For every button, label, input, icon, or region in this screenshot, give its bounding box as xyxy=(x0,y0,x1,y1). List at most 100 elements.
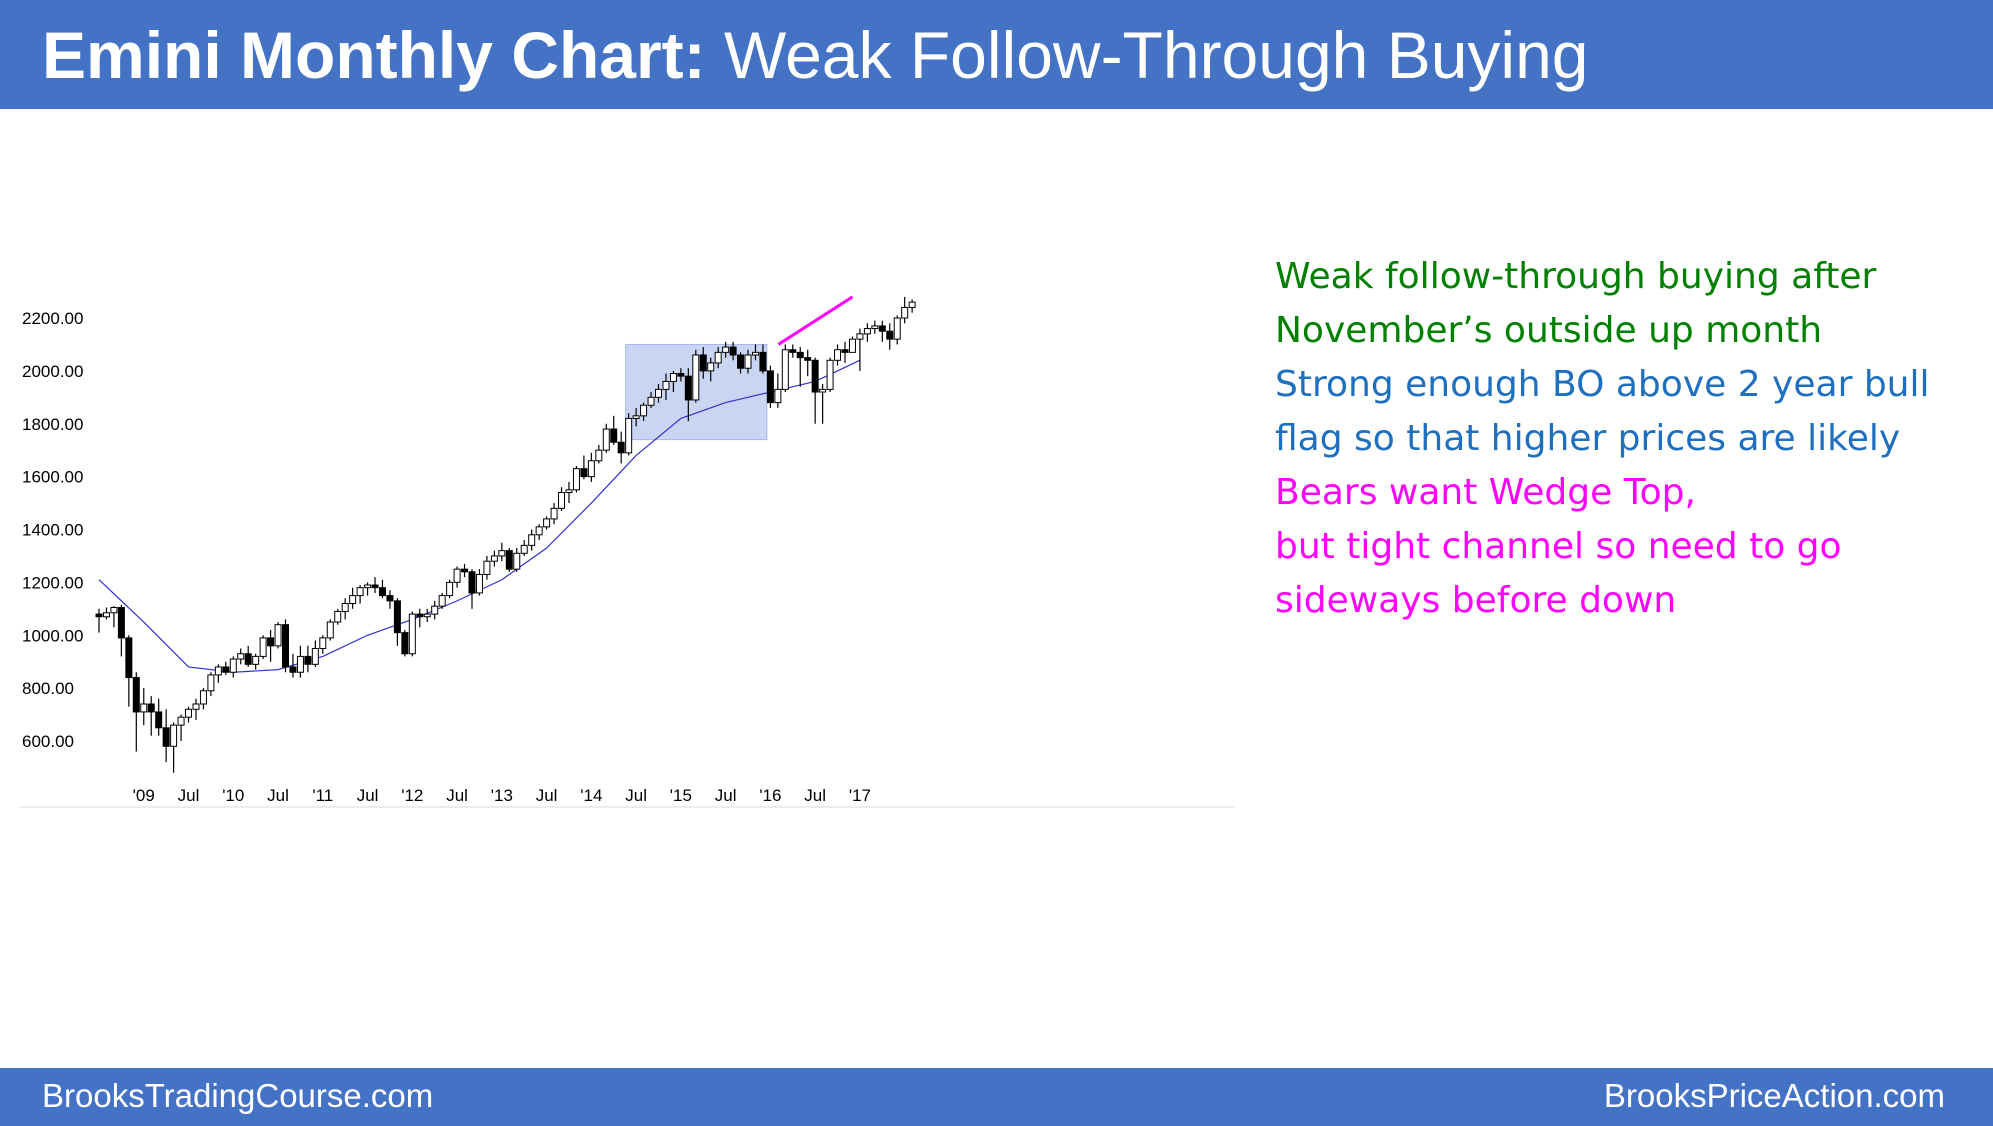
candle-up xyxy=(528,534,536,546)
candle-up xyxy=(192,703,200,710)
candle-up xyxy=(848,338,856,353)
annotation-line: Strong enough BO above 2 year bull xyxy=(1275,364,1930,405)
candle-up xyxy=(364,584,372,589)
candle-up xyxy=(863,328,871,335)
x-tick-label: '17 xyxy=(849,786,871,805)
candle-down xyxy=(505,550,513,570)
annotation-line: sideways before down xyxy=(1275,580,1677,621)
candle-up xyxy=(520,544,528,554)
candle-down xyxy=(886,330,894,340)
candle-down xyxy=(393,600,401,634)
candle-up xyxy=(707,362,715,372)
candle-up xyxy=(819,388,827,393)
candle-up xyxy=(177,716,185,726)
candle-up xyxy=(595,449,603,462)
candle-up xyxy=(550,507,558,520)
candle-down xyxy=(386,595,394,602)
candle-up xyxy=(453,568,461,583)
candle-down xyxy=(811,359,819,393)
candle-up xyxy=(587,460,595,478)
candle-down xyxy=(468,571,476,594)
candle-down xyxy=(162,727,170,747)
candle-up xyxy=(319,637,327,649)
candle-down xyxy=(289,666,297,673)
candle-down xyxy=(378,587,386,597)
candle-down xyxy=(796,351,804,359)
candle-up xyxy=(901,306,909,319)
y-tick-label: 600.00 xyxy=(22,732,74,751)
y-tick-label: 1800.00 xyxy=(22,415,83,434)
candle-up xyxy=(483,560,491,575)
candle-up xyxy=(722,346,730,353)
candle-up xyxy=(543,518,551,528)
x-tick-label: Jul xyxy=(357,786,379,805)
candle-up xyxy=(871,325,879,330)
candle-down xyxy=(461,568,469,573)
candle-up xyxy=(475,573,483,594)
candle-up xyxy=(632,415,640,419)
candle-up xyxy=(326,621,334,639)
candle-down xyxy=(371,584,379,589)
candle-down xyxy=(155,711,163,729)
candle-down xyxy=(878,325,886,332)
y-tick-label: 1600.00 xyxy=(22,468,83,487)
axes-layer: 600.00 800.00 1000.00 1200.00 1400.00 1600.00… xyxy=(20,309,1235,808)
candle-up xyxy=(602,428,610,451)
candle-up xyxy=(237,653,245,660)
candle-up xyxy=(908,301,916,308)
x-tick-label: Jul xyxy=(267,786,289,805)
candle-down xyxy=(610,428,618,443)
candle-down xyxy=(401,632,409,655)
candle-down xyxy=(304,655,312,665)
candle-up xyxy=(774,388,782,404)
candle-up xyxy=(170,724,178,747)
candle-up xyxy=(893,317,901,340)
candle-down xyxy=(267,637,275,647)
candle-up xyxy=(140,703,148,713)
title-rest: Weak Follow-Through Buying xyxy=(724,17,1589,92)
y-tick-label: 1400.00 xyxy=(22,521,83,540)
candle-up xyxy=(341,603,349,612)
candle-up xyxy=(110,606,118,614)
wedge-line-layer xyxy=(777,295,854,346)
candle-up xyxy=(662,380,670,390)
annotation-line: Bears want Wedge Top, xyxy=(1275,472,1696,513)
candle-down xyxy=(117,606,125,639)
y-tick-label: 1200.00 xyxy=(22,573,83,592)
candle-up xyxy=(625,417,633,454)
candle-up xyxy=(446,581,454,597)
candle-down xyxy=(147,703,155,713)
candle-up xyxy=(826,359,834,390)
y-tick-label: 2200.00 xyxy=(22,309,83,328)
x-tick-label: Jul xyxy=(715,786,737,805)
candle-up xyxy=(669,373,677,382)
candle-down xyxy=(759,351,767,372)
candle-down xyxy=(416,613,424,618)
x-tick-label: Jul xyxy=(446,786,468,805)
candle-up xyxy=(558,491,566,509)
candle-up xyxy=(565,489,573,493)
candle-down xyxy=(841,349,849,353)
x-tick-label: '13 xyxy=(491,786,513,805)
y-tick-label: 800.00 xyxy=(22,679,74,698)
candle-up xyxy=(856,333,864,340)
x-tick-label: '15 xyxy=(670,786,692,805)
candle-down xyxy=(699,354,707,372)
candle-up xyxy=(535,526,543,536)
candle-down xyxy=(244,653,252,665)
footer-right-site: BrooksPriceAction.com xyxy=(1603,1077,1945,1114)
x-tick-label: '11 xyxy=(312,786,333,805)
candle-up xyxy=(408,613,416,655)
candle-up xyxy=(259,637,267,657)
candle-up xyxy=(498,550,506,557)
candle-down xyxy=(804,357,812,361)
annotation-line: but tight channel so need to go xyxy=(1275,526,1842,567)
candles-layer xyxy=(95,296,916,773)
x-tick-label: '09 xyxy=(133,786,155,805)
x-tick-label: '16 xyxy=(759,786,781,805)
candle-down xyxy=(684,375,692,401)
candle-up xyxy=(102,612,110,618)
candle-down xyxy=(737,354,745,369)
y-tick-label: 2000.00 xyxy=(22,362,83,381)
candle-up xyxy=(781,349,789,390)
